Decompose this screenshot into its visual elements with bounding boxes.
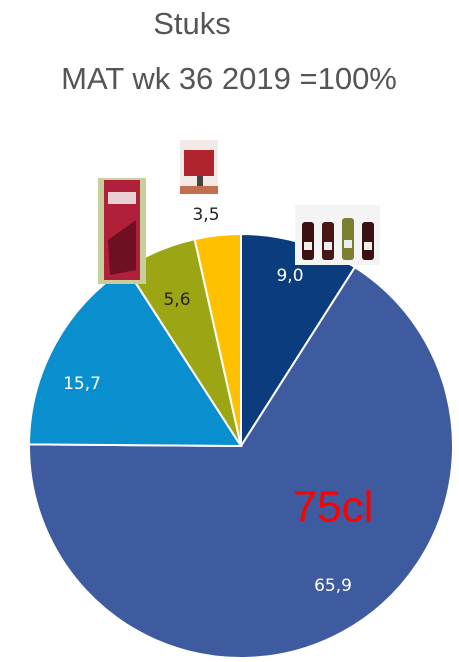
data-label: 5,6 bbox=[163, 290, 190, 310]
data-label: 15,7 bbox=[63, 374, 101, 394]
chart-subtitle: MAT wk 36 2019 =100% bbox=[61, 61, 397, 96]
data-label: 9,0 bbox=[276, 266, 303, 286]
annotation: 75cl bbox=[293, 483, 374, 532]
carton-image bbox=[98, 178, 146, 284]
box-image bbox=[180, 140, 218, 194]
bottles-image bbox=[295, 205, 380, 265]
chart-title: Stuks bbox=[153, 6, 231, 41]
data-label: 3,5 bbox=[192, 205, 219, 225]
pie-slice bbox=[193, 232, 242, 447]
data-label: 65,9 bbox=[314, 576, 352, 596]
pie-slice bbox=[28, 265, 454, 659]
pie bbox=[27, 232, 454, 659]
